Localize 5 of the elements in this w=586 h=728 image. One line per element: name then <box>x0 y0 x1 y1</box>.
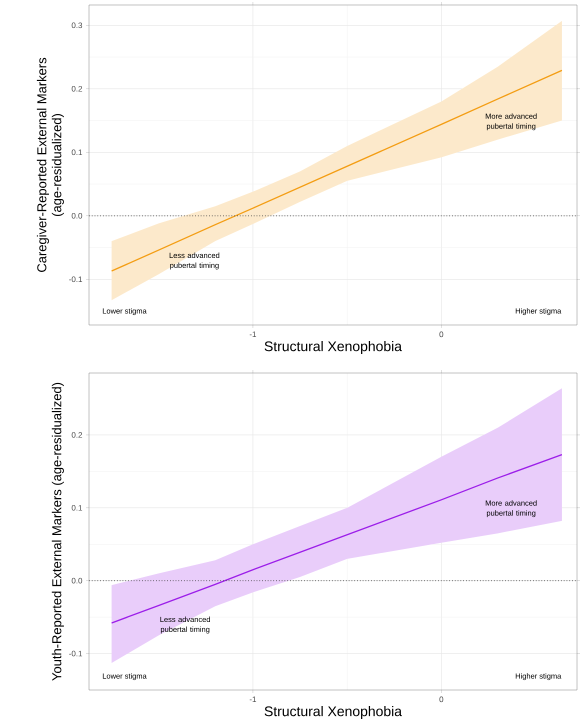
x-axis-title: Structural Xenophobia <box>264 706 402 719</box>
y-axis-title: Youth-Reported External Markers (age-residualized) <box>52 382 64 681</box>
x-axis-title: Structural Xenophobia <box>264 340 402 354</box>
line-series <box>110 454 563 624</box>
y-axis-title: Caregiver-Reported External Markers (age-residualized) <box>36 58 64 272</box>
